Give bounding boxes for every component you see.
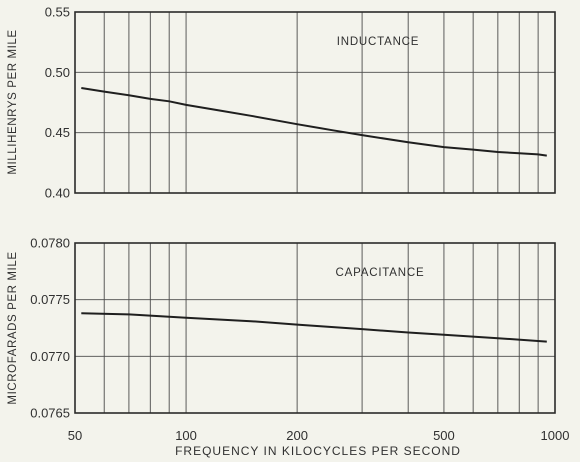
- y-tick-label: 0.55: [45, 5, 70, 20]
- plot-frame: [74, 11, 556, 194]
- y-axis-label: MICROFARADS PER MILE: [7, 251, 19, 404]
- shared-x-axis: 50 100 200 500 1000 FREQUENCY IN KILOCYCLES P…: [68, 428, 570, 458]
- y-tick-label: 0.0765: [30, 406, 70, 421]
- plot-frame: [74, 242, 556, 414]
- y-axis-label: MILLIHENRYS PER MILE: [7, 29, 19, 174]
- y-tick-label: 0.0780: [30, 236, 70, 251]
- series-line: [81, 87, 547, 157]
- x-tick-label: 200: [286, 428, 308, 443]
- series-line: [81, 312, 547, 343]
- inductance-panel: 0.40 0.45 0.50 0.55 MILLIHENRYS PER MILE INDU…: [7, 5, 556, 201]
- series-annotation: INDUCTANCE: [337, 36, 420, 48]
- x-tick-label: 50: [68, 428, 82, 443]
- y-tick-label: 0.40: [45, 186, 70, 201]
- x-axis-label: FREQUENCY IN KILOCYCLES PER SECOND: [175, 444, 461, 458]
- y-tick-label: 0.0770: [30, 349, 70, 364]
- x-tick-label: 1000: [541, 428, 570, 443]
- x-tick-label: 100: [175, 428, 197, 443]
- series-annotation: CAPACITANCE: [336, 267, 425, 279]
- y-tick-label: 0.50: [45, 65, 70, 80]
- capacitance-panel: 0.0765 0.0770 0.0775 0.0780 MICROFARADS PER …: [7, 236, 556, 421]
- x-tick-label: 500: [433, 428, 455, 443]
- y-tick-label: 0.0775: [30, 292, 70, 307]
- y-tick-label: 0.45: [45, 125, 70, 140]
